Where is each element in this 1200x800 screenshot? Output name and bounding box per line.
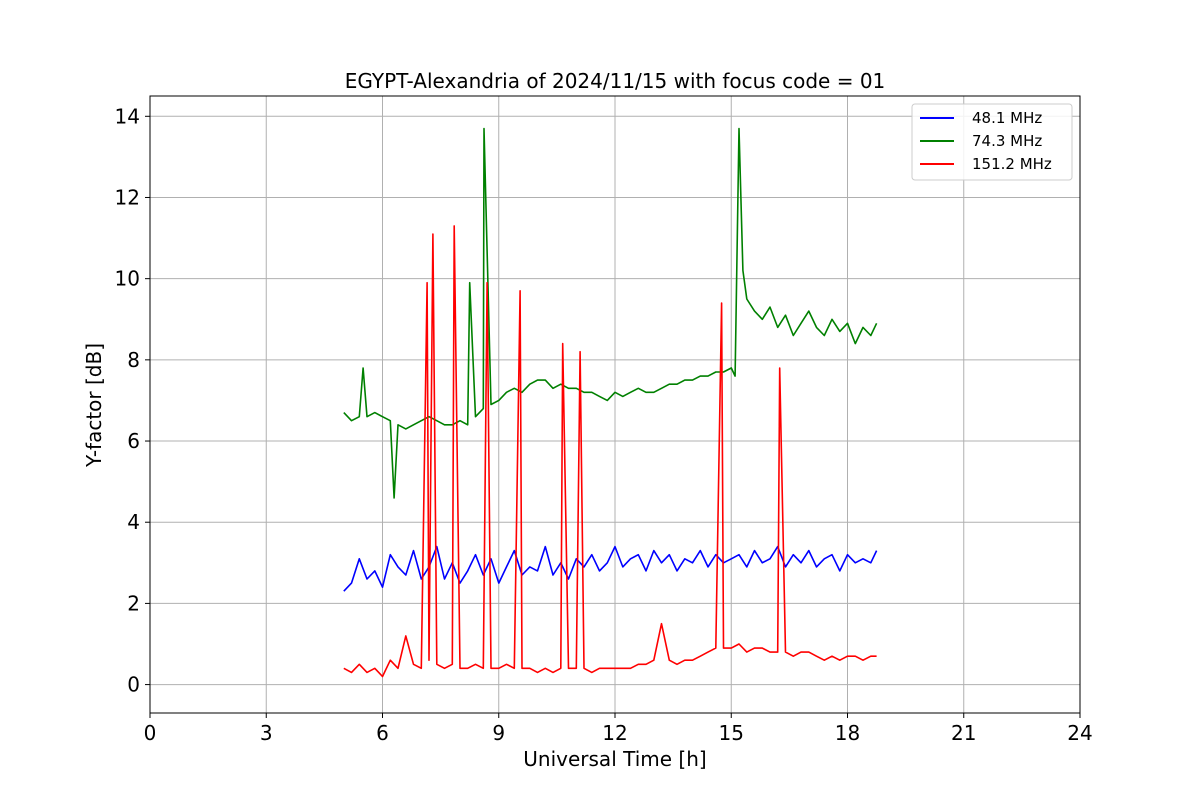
y-tick-label: 8: [127, 348, 140, 372]
y-tick-label: 10: [115, 267, 140, 291]
x-tick-label: 24: [1067, 721, 1092, 745]
x-tick-label: 18: [835, 721, 860, 745]
y-tick-label: 6: [127, 429, 140, 453]
legend-label: 74.3 MHz: [972, 132, 1042, 150]
x-axis-label: Universal Time [h]: [523, 747, 706, 771]
x-tick-label: 9: [492, 721, 505, 745]
y-tick-label: 2: [127, 591, 140, 615]
x-tick-label: 15: [719, 721, 744, 745]
chart-title: EGYPT-Alexandria of 2024/11/15 with focu…: [345, 69, 886, 93]
series-line-3: [343, 225, 877, 678]
series-line-2: [343, 127, 878, 499]
x-tick-label: 21: [951, 721, 976, 745]
y-axis-label: Y-factor [dB]: [82, 343, 106, 468]
x-tick-label: 3: [260, 721, 273, 745]
grid: [149, 96, 1081, 713]
legend-label: 48.1 MHz: [972, 109, 1042, 127]
x-axis: 0 3 6 9 12 15 18 21 24: [144, 713, 1093, 745]
y-tick-label: 12: [115, 185, 140, 209]
y-tick-label: 4: [127, 510, 140, 534]
legend: 48.1 MHz 74.3 MHz 151.2 MHz: [911, 103, 1073, 181]
y-axis: 0 2 4 6 8 10 12 14: [115, 104, 150, 697]
y-tick-label: 14: [115, 104, 140, 128]
legend-label: 151.2 MHz: [972, 155, 1052, 173]
y-tick-label: 0: [127, 673, 140, 697]
x-tick-label: 0: [144, 721, 157, 745]
plot-area: [343, 127, 878, 678]
x-tick-label: 12: [602, 721, 627, 745]
x-tick-label: 6: [376, 721, 389, 745]
series-line-1: [343, 545, 878, 592]
legend-box: [911, 103, 1073, 181]
